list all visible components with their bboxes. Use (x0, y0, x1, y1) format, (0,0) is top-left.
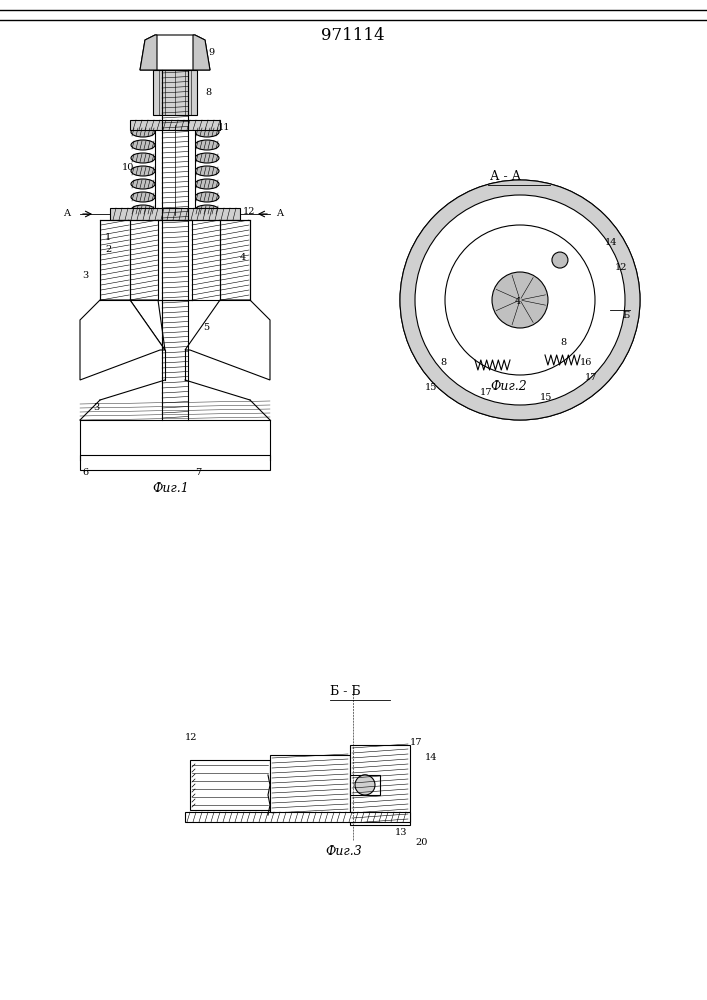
Ellipse shape (131, 166, 155, 176)
Text: А - А: А - А (490, 170, 521, 183)
Text: 4: 4 (515, 297, 521, 306)
Text: 13: 13 (395, 828, 407, 837)
Text: 17: 17 (480, 388, 493, 397)
Polygon shape (80, 300, 165, 380)
Bar (80, 455, 270, 470)
Wedge shape (400, 180, 640, 420)
Bar (190, 760, 270, 810)
Text: 2: 2 (105, 245, 111, 254)
Text: Б: Б (622, 311, 629, 320)
Bar (130, 120, 220, 130)
Ellipse shape (131, 140, 155, 150)
Text: 8: 8 (440, 358, 446, 367)
Ellipse shape (131, 153, 155, 163)
Text: 14: 14 (425, 753, 438, 762)
Text: 17: 17 (410, 738, 423, 747)
Text: Фиг.2: Фиг.2 (490, 380, 527, 393)
Polygon shape (140, 35, 157, 70)
Circle shape (492, 272, 548, 328)
Ellipse shape (195, 179, 219, 189)
Ellipse shape (131, 205, 155, 215)
Circle shape (355, 775, 375, 795)
Polygon shape (140, 35, 210, 70)
Text: 6: 6 (82, 468, 88, 477)
Text: 9: 9 (208, 48, 214, 57)
Text: 11: 11 (218, 123, 230, 132)
Text: 12: 12 (185, 733, 197, 742)
Ellipse shape (195, 205, 219, 215)
Bar (350, 775, 380, 795)
Text: 12: 12 (615, 263, 628, 272)
Text: 10: 10 (122, 163, 134, 172)
Ellipse shape (131, 192, 155, 202)
Ellipse shape (195, 127, 219, 137)
Polygon shape (185, 300, 270, 380)
Bar (155, 125, 195, 215)
Text: 16: 16 (580, 358, 592, 367)
Text: 8: 8 (560, 338, 566, 347)
Text: 4: 4 (240, 253, 246, 262)
Polygon shape (130, 300, 165, 350)
Bar (153, 70, 197, 115)
Circle shape (445, 225, 595, 375)
Text: 1: 1 (105, 233, 111, 242)
Ellipse shape (131, 127, 155, 137)
Text: 15: 15 (540, 393, 552, 402)
Text: 971114: 971114 (321, 26, 385, 43)
Bar (185, 812, 410, 822)
Text: 3: 3 (93, 403, 99, 412)
Text: A: A (276, 210, 284, 219)
Text: 8: 8 (205, 88, 211, 97)
Text: Б - Б: Б - Б (330, 685, 361, 698)
Ellipse shape (195, 140, 219, 150)
Text: 12: 12 (243, 207, 255, 216)
Ellipse shape (195, 192, 219, 202)
Bar (110, 208, 240, 220)
Polygon shape (193, 35, 210, 70)
Text: Фиг.1: Фиг.1 (152, 482, 189, 495)
Bar (270, 755, 350, 815)
Text: A: A (64, 210, 71, 219)
Bar (350, 745, 410, 825)
Bar (220, 220, 250, 300)
Text: 20: 20 (415, 838, 427, 847)
Bar (100, 220, 130, 300)
Circle shape (355, 775, 375, 795)
Text: 5: 5 (203, 323, 209, 332)
Ellipse shape (131, 179, 155, 189)
Ellipse shape (195, 166, 219, 176)
Ellipse shape (195, 153, 219, 163)
Text: 14: 14 (605, 238, 617, 247)
Text: 17: 17 (585, 373, 597, 382)
Text: Фиг.3: Фиг.3 (325, 845, 362, 858)
Text: 15: 15 (425, 383, 438, 392)
Circle shape (552, 252, 568, 268)
Text: 3: 3 (82, 271, 88, 280)
Text: 7: 7 (195, 468, 201, 477)
